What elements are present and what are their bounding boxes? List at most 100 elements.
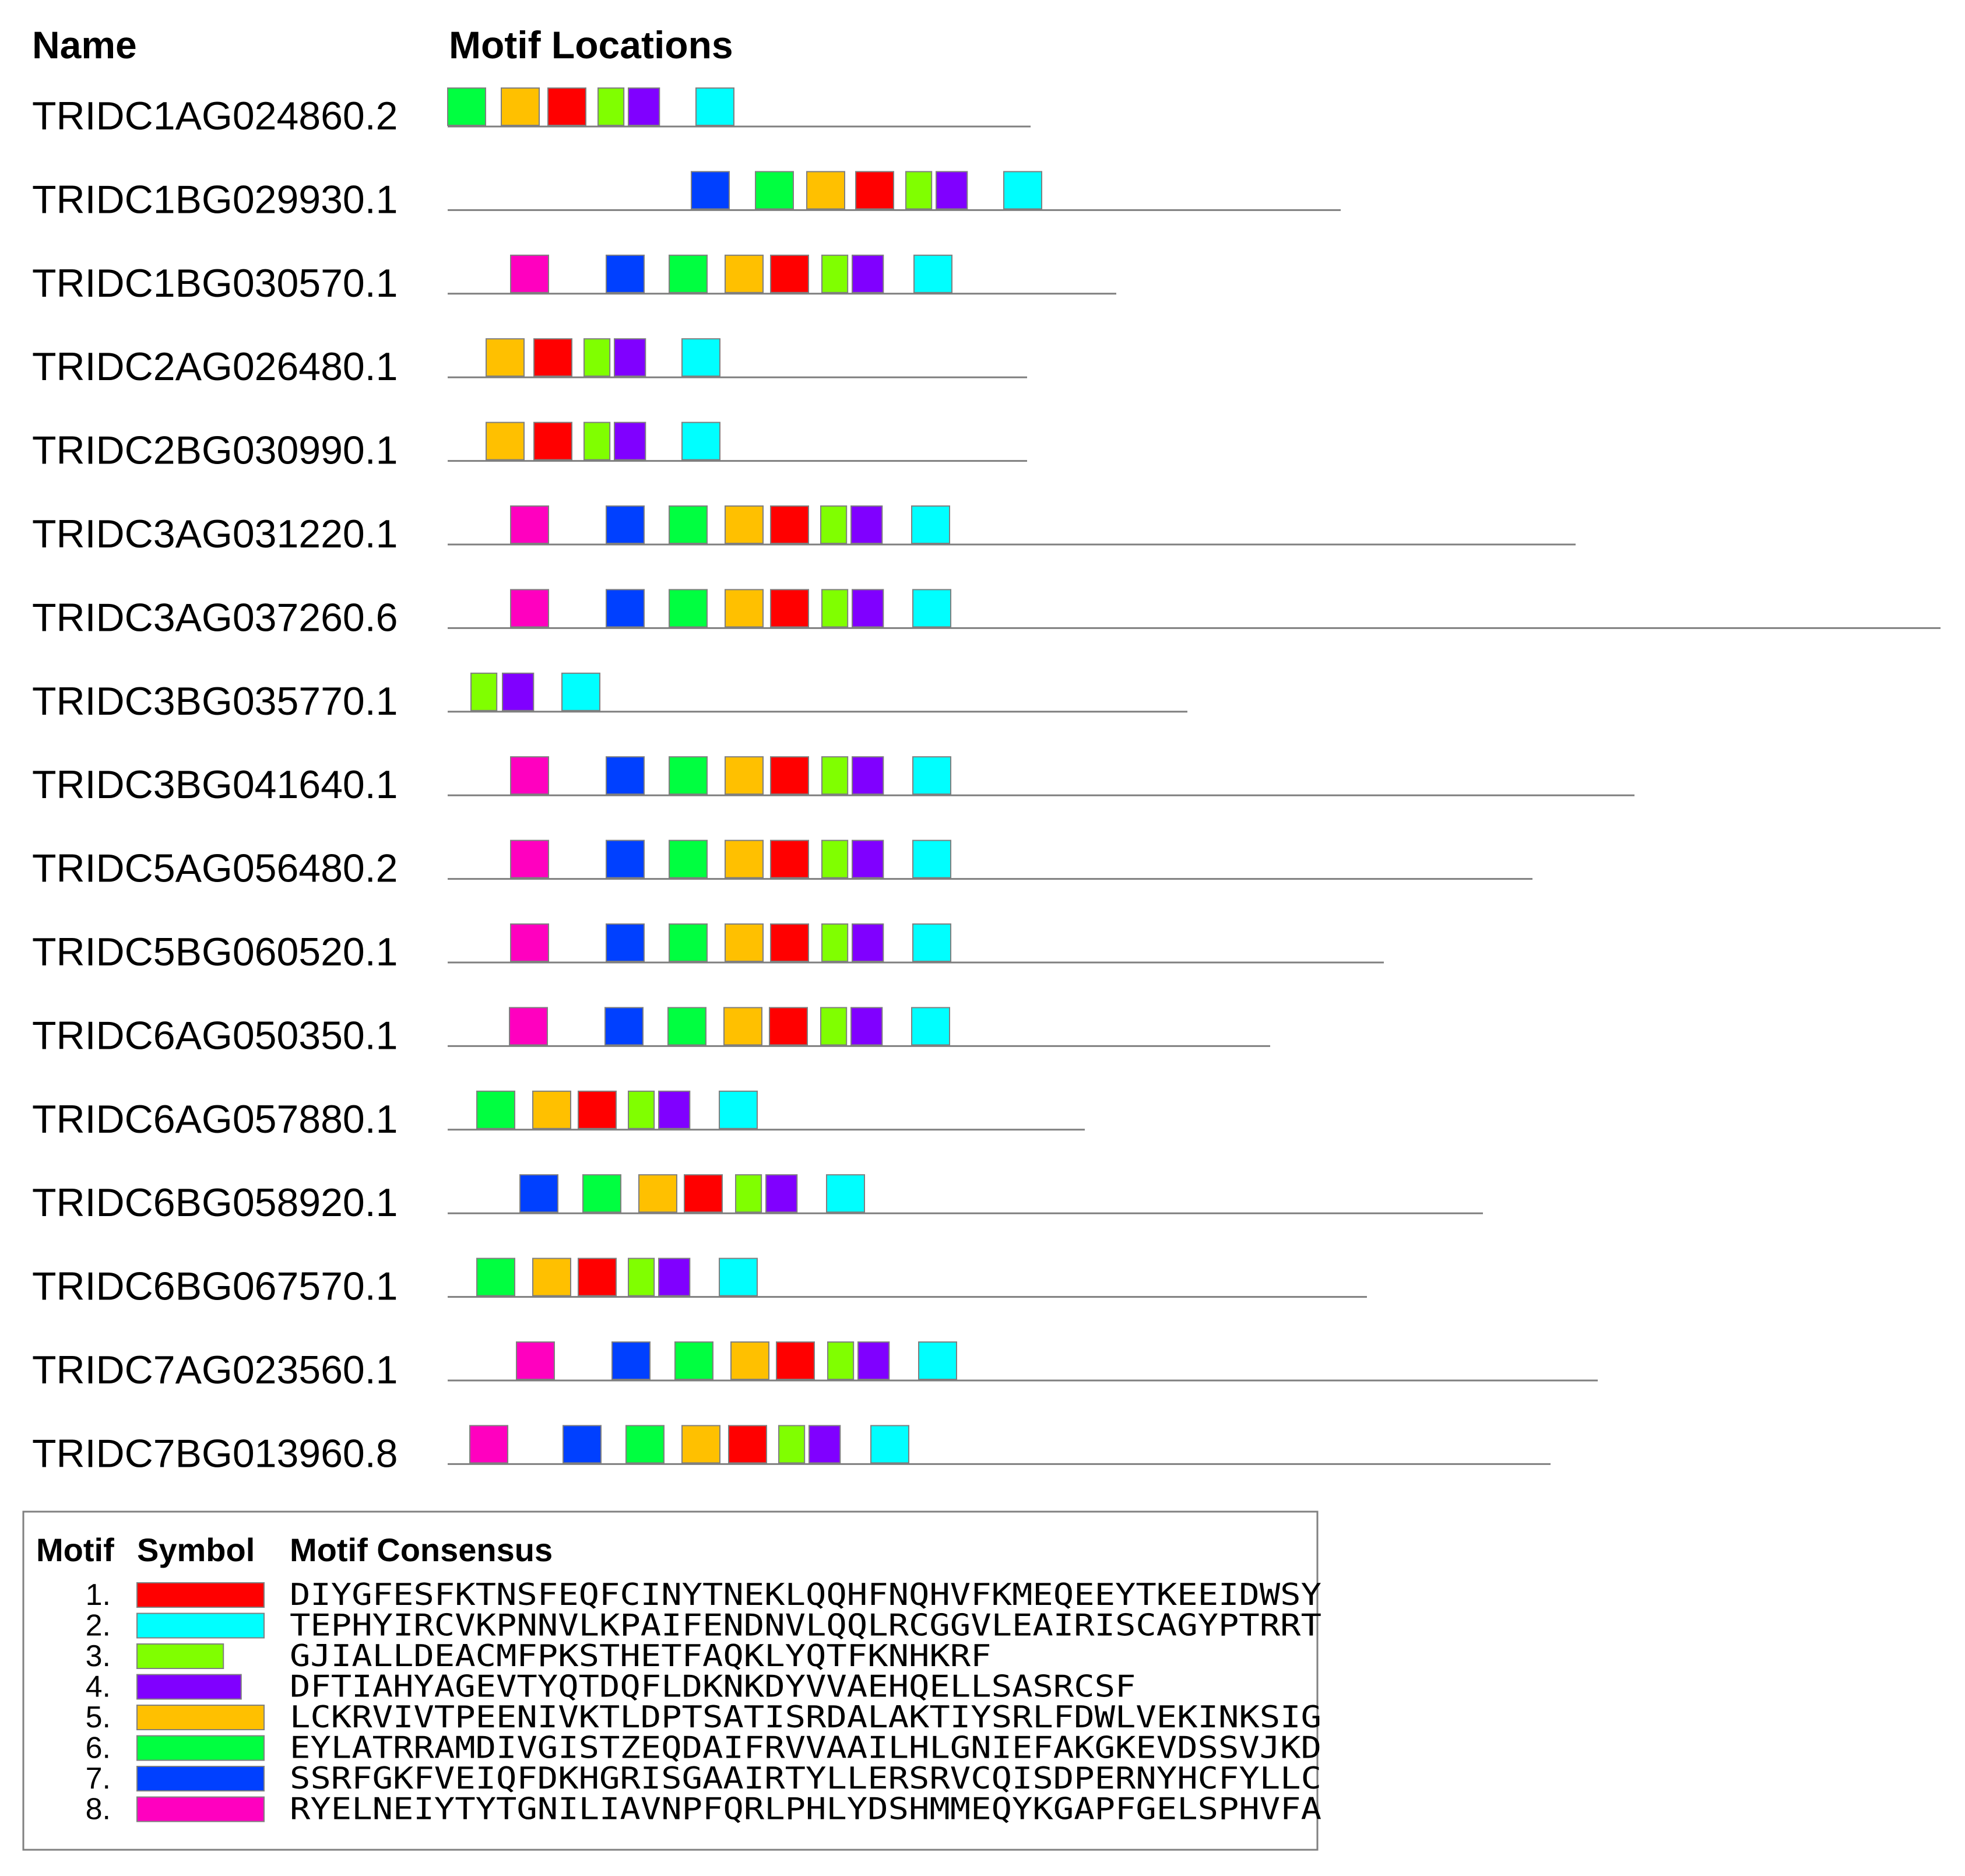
sequence-row: TRIDC5BG060520.1 — [32, 923, 1384, 974]
motif-1-block — [578, 1257, 617, 1297]
legend-consensus-sequence: TEPHYIRCVKPNNVLKPAIFENDNVLQQLRCGGVLEAIRI… — [290, 1608, 1321, 1643]
legend-motif-number: 4. — [86, 1670, 111, 1704]
legend-motif-number: 2. — [86, 1609, 111, 1643]
sequence-row: TRIDC6BG067570.1 — [32, 1257, 1367, 1309]
legend-motif-number: 7. — [86, 1762, 111, 1796]
motif-6-block — [669, 839, 708, 879]
motif-6-block — [625, 1425, 665, 1464]
legend-motif-number: 8. — [86, 1793, 111, 1826]
legend-symbol-swatch — [136, 1674, 242, 1700]
motif-3-block — [821, 254, 849, 293]
motif-2-block — [826, 1174, 865, 1213]
motif-6-block — [669, 589, 708, 628]
motif-7-block — [563, 1425, 602, 1464]
motif-1-block — [855, 171, 894, 210]
motif-4-block — [936, 171, 968, 210]
motif-5-block — [806, 171, 845, 210]
motif-4-block — [852, 839, 884, 879]
motif-7-block — [519, 1174, 558, 1213]
motif-5-block — [486, 338, 525, 377]
sequence-row: TRIDC7BG013960.8 — [32, 1425, 1551, 1475]
sequence-name: TRIDC2BG030990.1 — [32, 428, 398, 473]
motif-5-block — [532, 1090, 571, 1129]
legend-motif-number: 5. — [86, 1701, 111, 1734]
motif-1-block — [770, 839, 809, 879]
motif-6-block — [669, 254, 708, 293]
motif-8-block — [516, 1341, 555, 1380]
motif-8-block — [510, 923, 549, 962]
legend-symbol-swatch — [136, 1735, 265, 1761]
legend-consensus-header: Motif Consensus — [290, 1531, 553, 1568]
motif-4-block — [628, 87, 660, 126]
motif-3-block — [820, 1007, 848, 1046]
motif-2-block — [695, 87, 734, 126]
legend-symbol-header: Symbol — [137, 1531, 255, 1568]
sequence-row: TRIDC6AG057880.1 — [32, 1090, 1085, 1141]
motif-3-block — [583, 338, 611, 377]
sequence-row: TRIDC6BG058920.1 — [32, 1174, 1483, 1225]
motif-5-block — [725, 505, 764, 544]
motif-2-block — [719, 1257, 758, 1297]
motif-5-block — [725, 839, 764, 879]
sequence-name: TRIDC2AG026480.1 — [32, 345, 398, 389]
legend-motif-number: 3. — [86, 1639, 111, 1673]
sequence-name: TRIDC1AG024860.2 — [32, 94, 398, 138]
motif-1-block — [770, 756, 809, 795]
motif-1-block — [770, 254, 809, 293]
motif-3-block — [470, 672, 498, 711]
motif-4-block — [809, 1425, 841, 1464]
sequence-name: TRIDC3AG037260.6 — [32, 595, 398, 640]
motif-2-block — [912, 756, 951, 795]
legend-consensus-sequence: RYELNEIYTYTGNILIAVNPFQRLPHLYDSHMMEQYKGAP… — [290, 1792, 1321, 1827]
motif-7-block — [606, 589, 645, 628]
motif-1-block — [578, 1090, 617, 1129]
sequence-row: TRIDC1BG030570.1 — [32, 254, 1116, 305]
legend-consensus-sequence: SSRFGKFVEIQFDKHGRISGAAIRTYLLERSRVCQISDPE… — [290, 1761, 1321, 1796]
motif-1-block — [776, 1341, 815, 1380]
motif-5-block — [638, 1174, 677, 1213]
motif-6-block — [582, 1174, 621, 1213]
motif-3-block — [821, 589, 849, 628]
motif-3-block — [597, 87, 625, 126]
motif-5-block — [725, 589, 764, 628]
sequence-row: TRIDC3AG037260.6 — [32, 589, 1941, 640]
motif-4-block — [658, 1090, 691, 1129]
motif-7-block — [606, 505, 645, 544]
sequence-row: TRIDC3BG041640.1 — [32, 756, 1634, 807]
motif-2-block — [719, 1090, 758, 1129]
sequence-name: TRIDC6BG067570.1 — [32, 1264, 398, 1309]
motif-8-block — [510, 839, 549, 879]
sequence-row: TRIDC1AG024860.2 — [32, 87, 1031, 138]
motif-3-block — [905, 171, 933, 210]
sequence-name: TRIDC6AG057880.1 — [32, 1097, 398, 1141]
motif-7-block — [604, 1007, 644, 1046]
motif-6-block — [674, 1341, 713, 1380]
legend-motif-header: Motif — [36, 1531, 114, 1568]
legend-motif-number: 6. — [86, 1731, 111, 1765]
motif-5-block — [501, 87, 540, 126]
motif-2-block — [911, 1007, 950, 1046]
motif-2-block — [918, 1341, 957, 1380]
motif-4-block — [852, 254, 884, 293]
motif-1-block — [769, 1007, 808, 1046]
legend-symbol-swatch — [136, 1766, 265, 1791]
motif-8-block — [510, 589, 549, 628]
motif-legend: Motif Symbol Motif Consensus 1. DIYGFESFK… — [22, 1510, 1321, 1851]
motif-1-block — [547, 87, 586, 126]
motif-7-block — [606, 254, 645, 293]
motif-7-block — [691, 171, 730, 210]
motif-4-block — [850, 505, 883, 544]
legend-symbol-swatch — [136, 1582, 265, 1608]
motif-2-block — [911, 505, 950, 544]
motif-1-block — [533, 421, 572, 461]
motif-2-block — [681, 421, 720, 461]
motif-1-block — [770, 589, 809, 628]
motif-8-block — [510, 756, 549, 795]
motif-2-block — [681, 338, 720, 377]
motif-3-block — [820, 505, 848, 544]
motif-2-block — [912, 839, 951, 879]
motif-4-block — [857, 1341, 890, 1380]
sequence-row: TRIDC3BG035770.1 — [32, 672, 1187, 723]
sequence-rows: TRIDC1AG024860.2 TRIDC1BG029930.1 TRIDC1BG… — [32, 87, 1941, 1475]
